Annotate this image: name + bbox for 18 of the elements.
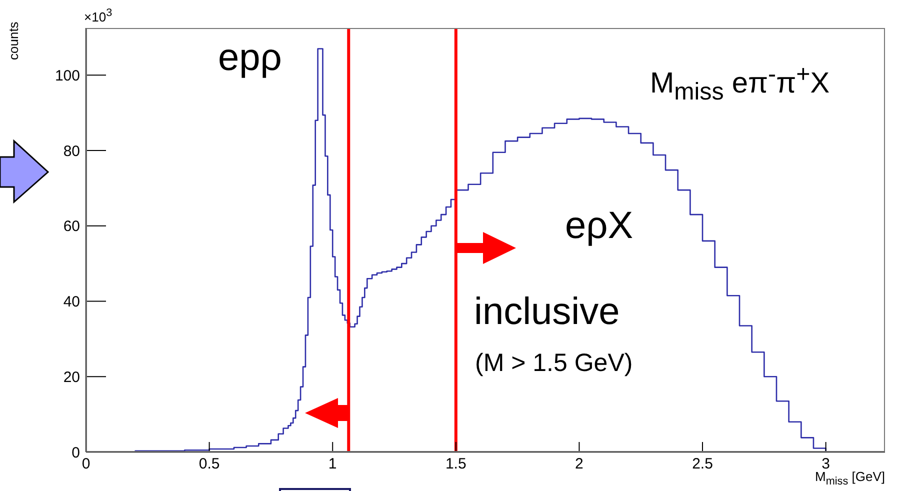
y-tick-label: 0 [72,444,80,462]
annotation: epρ [218,37,282,80]
y-tick-label: 60 [63,218,80,236]
x-tick-label: 2.5 [692,456,713,473]
y-tick-label: 20 [63,368,80,386]
annotation: (M > 1.5 GeV) [475,349,633,378]
x-tick-label: 0.5 [198,456,220,473]
text: ×10$^{3}$ [84,7,112,25]
x-tick-label: 1.5 [445,456,466,473]
annotation: M$_{miss}$ eπ$^{-}$π$^{+}$X [650,61,830,106]
annotation: eρX [565,205,634,248]
x-tick-label: 2 [575,456,584,473]
y-tick-label: 40 [63,294,80,311]
y-tick-label: 100 [54,67,80,84]
x-tick-label: 1 [328,456,337,473]
y-axis-title: counts [6,22,21,60]
y-tick-label: 80 [63,142,80,160]
annotation: inclusive [474,291,620,334]
